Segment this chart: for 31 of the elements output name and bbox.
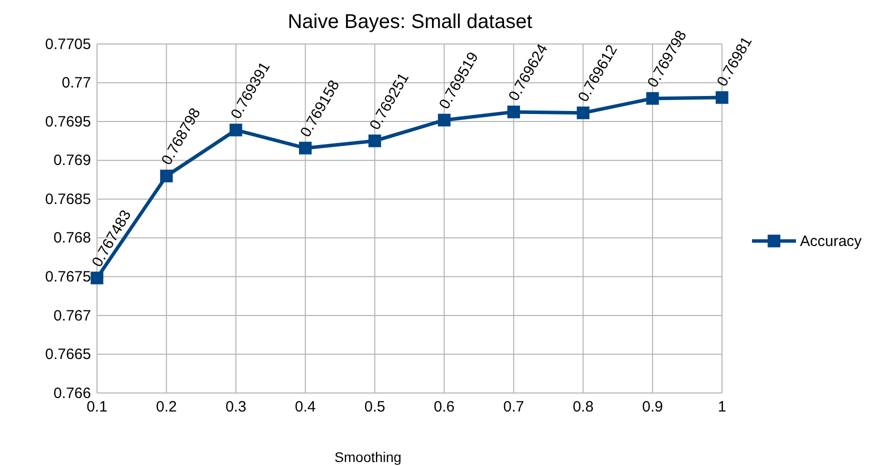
x-tick-label: 0.6 xyxy=(434,398,455,416)
y-tick-label: 0.7665 xyxy=(45,346,91,364)
y-tick-label: 0.769 xyxy=(53,152,91,170)
point xyxy=(299,142,312,154)
point xyxy=(160,170,173,182)
point xyxy=(368,134,382,148)
point xyxy=(507,106,520,118)
point xyxy=(716,91,728,104)
x-tick-label: 0.7 xyxy=(503,398,524,416)
point xyxy=(90,272,104,284)
y-tick-label: 0.768 xyxy=(53,230,91,247)
y-tick-label: 0.7675 xyxy=(45,268,91,286)
x-tick-label: 1 xyxy=(718,398,726,416)
x-tick-label: 0.5 xyxy=(364,398,386,416)
point xyxy=(646,92,659,105)
x-tick-label: 0.8 xyxy=(572,398,594,416)
point xyxy=(230,124,242,136)
y-tick-label: 0.77 xyxy=(62,74,91,92)
point xyxy=(438,114,451,126)
x-tick-label: 0.2 xyxy=(156,398,177,416)
x-tick-label: 0.9 xyxy=(642,398,663,416)
y-tick-label: 0.7685 xyxy=(45,190,91,208)
chart-title: Naive Bayes: Small dataset xyxy=(288,11,533,33)
x-tick-label: 0.3 xyxy=(225,398,246,416)
legend-label: Accuracy xyxy=(800,233,862,250)
x-axis-title: Smoothing xyxy=(334,449,402,465)
y-tick-label: 0.7705 xyxy=(45,36,91,53)
y-tick-label: 0.767 xyxy=(53,307,91,324)
point xyxy=(576,106,590,120)
y-tick-label: 0.7695 xyxy=(45,113,91,130)
x-tick-label: 0.4 xyxy=(294,398,316,416)
